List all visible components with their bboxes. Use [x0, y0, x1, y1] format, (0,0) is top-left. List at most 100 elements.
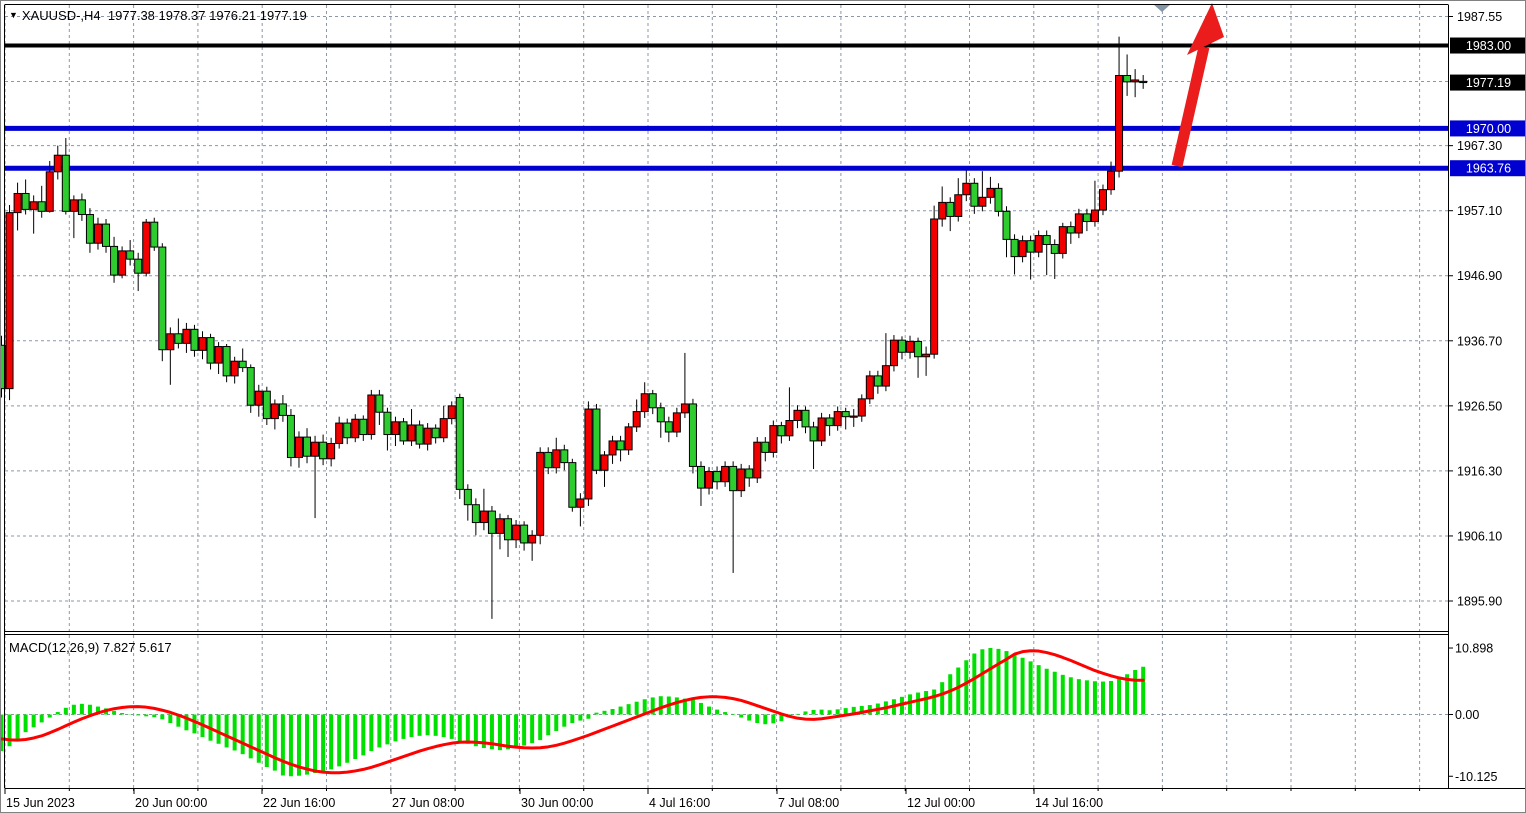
- candle-bull: [1018, 240, 1027, 258]
- candle-bear: [994, 187, 1003, 212]
- candle-bull: [367, 394, 376, 436]
- candle-bull: [849, 415, 858, 418]
- candle-bull: [311, 441, 320, 457]
- time-axis-label: 15 Jun 2023: [6, 796, 75, 810]
- candle-bear: [110, 245, 119, 276]
- trend-arrow-head[interactable]: [1187, 3, 1224, 55]
- price-axis-label: 1957.10: [1457, 204, 1502, 218]
- candle-bear: [102, 223, 111, 247]
- candle-bear: [222, 346, 231, 377]
- candle-bull: [600, 454, 609, 471]
- candle-bear: [174, 333, 183, 344]
- candle-bear: [897, 339, 906, 353]
- candle-bear: [841, 411, 850, 418]
- candle-bull: [447, 405, 456, 420]
- candle-bear: [206, 337, 215, 364]
- price-box-label: 1983.00: [1466, 39, 1511, 53]
- candle-bear: [343, 422, 352, 439]
- candle-bear: [359, 418, 368, 436]
- candle-bear: [383, 411, 392, 436]
- candle-bull: [889, 339, 898, 367]
- candle-bear: [455, 397, 464, 490]
- time-axis-label: 7 Jul 08:00: [778, 796, 839, 810]
- candle-bull: [335, 422, 344, 444]
- chart-frame: [4, 4, 1525, 789]
- candle-bear: [126, 250, 135, 260]
- candle-bear: [1042, 235, 1051, 245]
- candle-bear: [1123, 74, 1132, 83]
- candle-bull: [439, 418, 448, 439]
- candle-bear: [150, 221, 159, 248]
- candle-bear: [873, 375, 882, 387]
- candle-bull: [705, 471, 714, 489]
- candle-bull: [45, 171, 54, 212]
- candle-bear: [1082, 213, 1091, 223]
- candle-bull: [753, 441, 762, 479]
- candle-bear: [560, 449, 569, 464]
- candle-bull: [680, 403, 689, 414]
- candle-bull: [327, 442, 336, 460]
- candle-bull: [198, 337, 207, 351]
- price-box-label: 1963.76: [1466, 162, 1511, 176]
- candle-bull: [230, 360, 239, 377]
- price-box-black: [1450, 37, 1525, 54]
- price-box-black: [1450, 74, 1525, 91]
- candle-bull: [270, 403, 279, 420]
- candle-bear: [190, 328, 199, 351]
- macd-axis-label: 0.00: [1455, 708, 1479, 722]
- candle-bull: [118, 250, 127, 276]
- candle-bear: [77, 199, 86, 216]
- candle-bear: [544, 451, 553, 469]
- candle-bull: [294, 436, 303, 459]
- candle-bull: [1115, 74, 1124, 172]
- price-axis-label: 1895.90: [1457, 595, 1502, 609]
- symbol-dropdown-icon[interactable]: ▼: [9, 10, 18, 20]
- candle-bull: [632, 411, 641, 428]
- candle-bull: [922, 353, 931, 358]
- price-box-blue: [1450, 160, 1525, 177]
- chart-shift-marker-icon[interactable]: [1153, 4, 1171, 12]
- candle-bull: [817, 417, 826, 442]
- candle-bull: [938, 201, 947, 220]
- trend-arrow-shaft[interactable]: [1171, 45, 1210, 168]
- candle-bull: [737, 468, 746, 492]
- candle-bear: [61, 154, 70, 212]
- candle-bear: [688, 403, 697, 467]
- candle-bear: [399, 421, 408, 442]
- candle-bear: [970, 182, 979, 207]
- candle-bull: [552, 449, 561, 469]
- macd-indicator-label[interactable]: MACD(12,26,9) 7.827 5.617: [9, 640, 172, 655]
- candle-bear: [262, 390, 271, 420]
- candlestick-series: [1, 36, 1148, 619]
- candle-bull: [1058, 226, 1067, 254]
- annotations[interactable]: [1153, 3, 1224, 168]
- price-axis-label: 1906.10: [1457, 529, 1502, 543]
- candle-bull: [536, 451, 545, 536]
- candle-bull: [978, 196, 987, 207]
- candle-bull: [142, 221, 151, 274]
- symbol-title[interactable]: ▼ XAUUSD-,H4 1977.38 1978.37 1976.21 1977…: [9, 8, 307, 23]
- candle-bull: [13, 192, 22, 214]
- candle-bull: [93, 223, 102, 244]
- macd-signal-value: 5.617: [139, 640, 172, 655]
- candle-bear: [504, 518, 513, 541]
- candle-bull: [857, 398, 866, 417]
- axis-labels[interactable]: 1987.55 1967.30 1957.10 1946.90 1936.70 1926.…: [4, 10, 1526, 810]
- candle-bull: [833, 411, 842, 427]
- candle-bear: [238, 360, 247, 369]
- candle-bear: [592, 408, 601, 471]
- candle-bear: [1002, 210, 1011, 240]
- candle-bear: [825, 417, 834, 427]
- candle-bull: [640, 393, 649, 413]
- candle-bull: [624, 426, 633, 451]
- candle-bear: [616, 440, 625, 451]
- candle-bull: [721, 465, 730, 483]
- candle-bull: [608, 440, 617, 456]
- time-axis-label: 4 Jul 16:00: [649, 796, 710, 810]
- horizontal-level-lines[interactable]: [5, 43, 1448, 171]
- candle-bull: [1090, 209, 1099, 223]
- time-axis-label: 14 Jul 16:00: [1035, 796, 1103, 810]
- candle-bull: [1098, 189, 1107, 211]
- price-axis-label: 1916.30: [1457, 464, 1502, 478]
